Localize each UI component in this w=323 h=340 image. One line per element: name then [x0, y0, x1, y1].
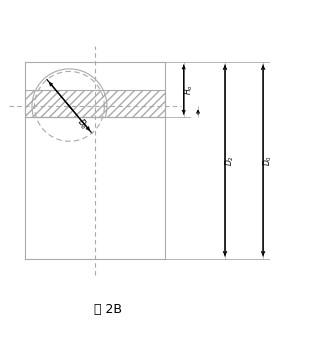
Text: $D_b$: $D_b$ [74, 116, 90, 132]
Bar [25, 90, 165, 117]
Text: $D_0$: $D_0$ [262, 155, 274, 166]
Text: $H_o$: $H_o$ [182, 84, 195, 95]
Text: 图 2B: 图 2B [94, 303, 121, 316]
Text: $D_2$: $D_2$ [224, 155, 236, 166]
